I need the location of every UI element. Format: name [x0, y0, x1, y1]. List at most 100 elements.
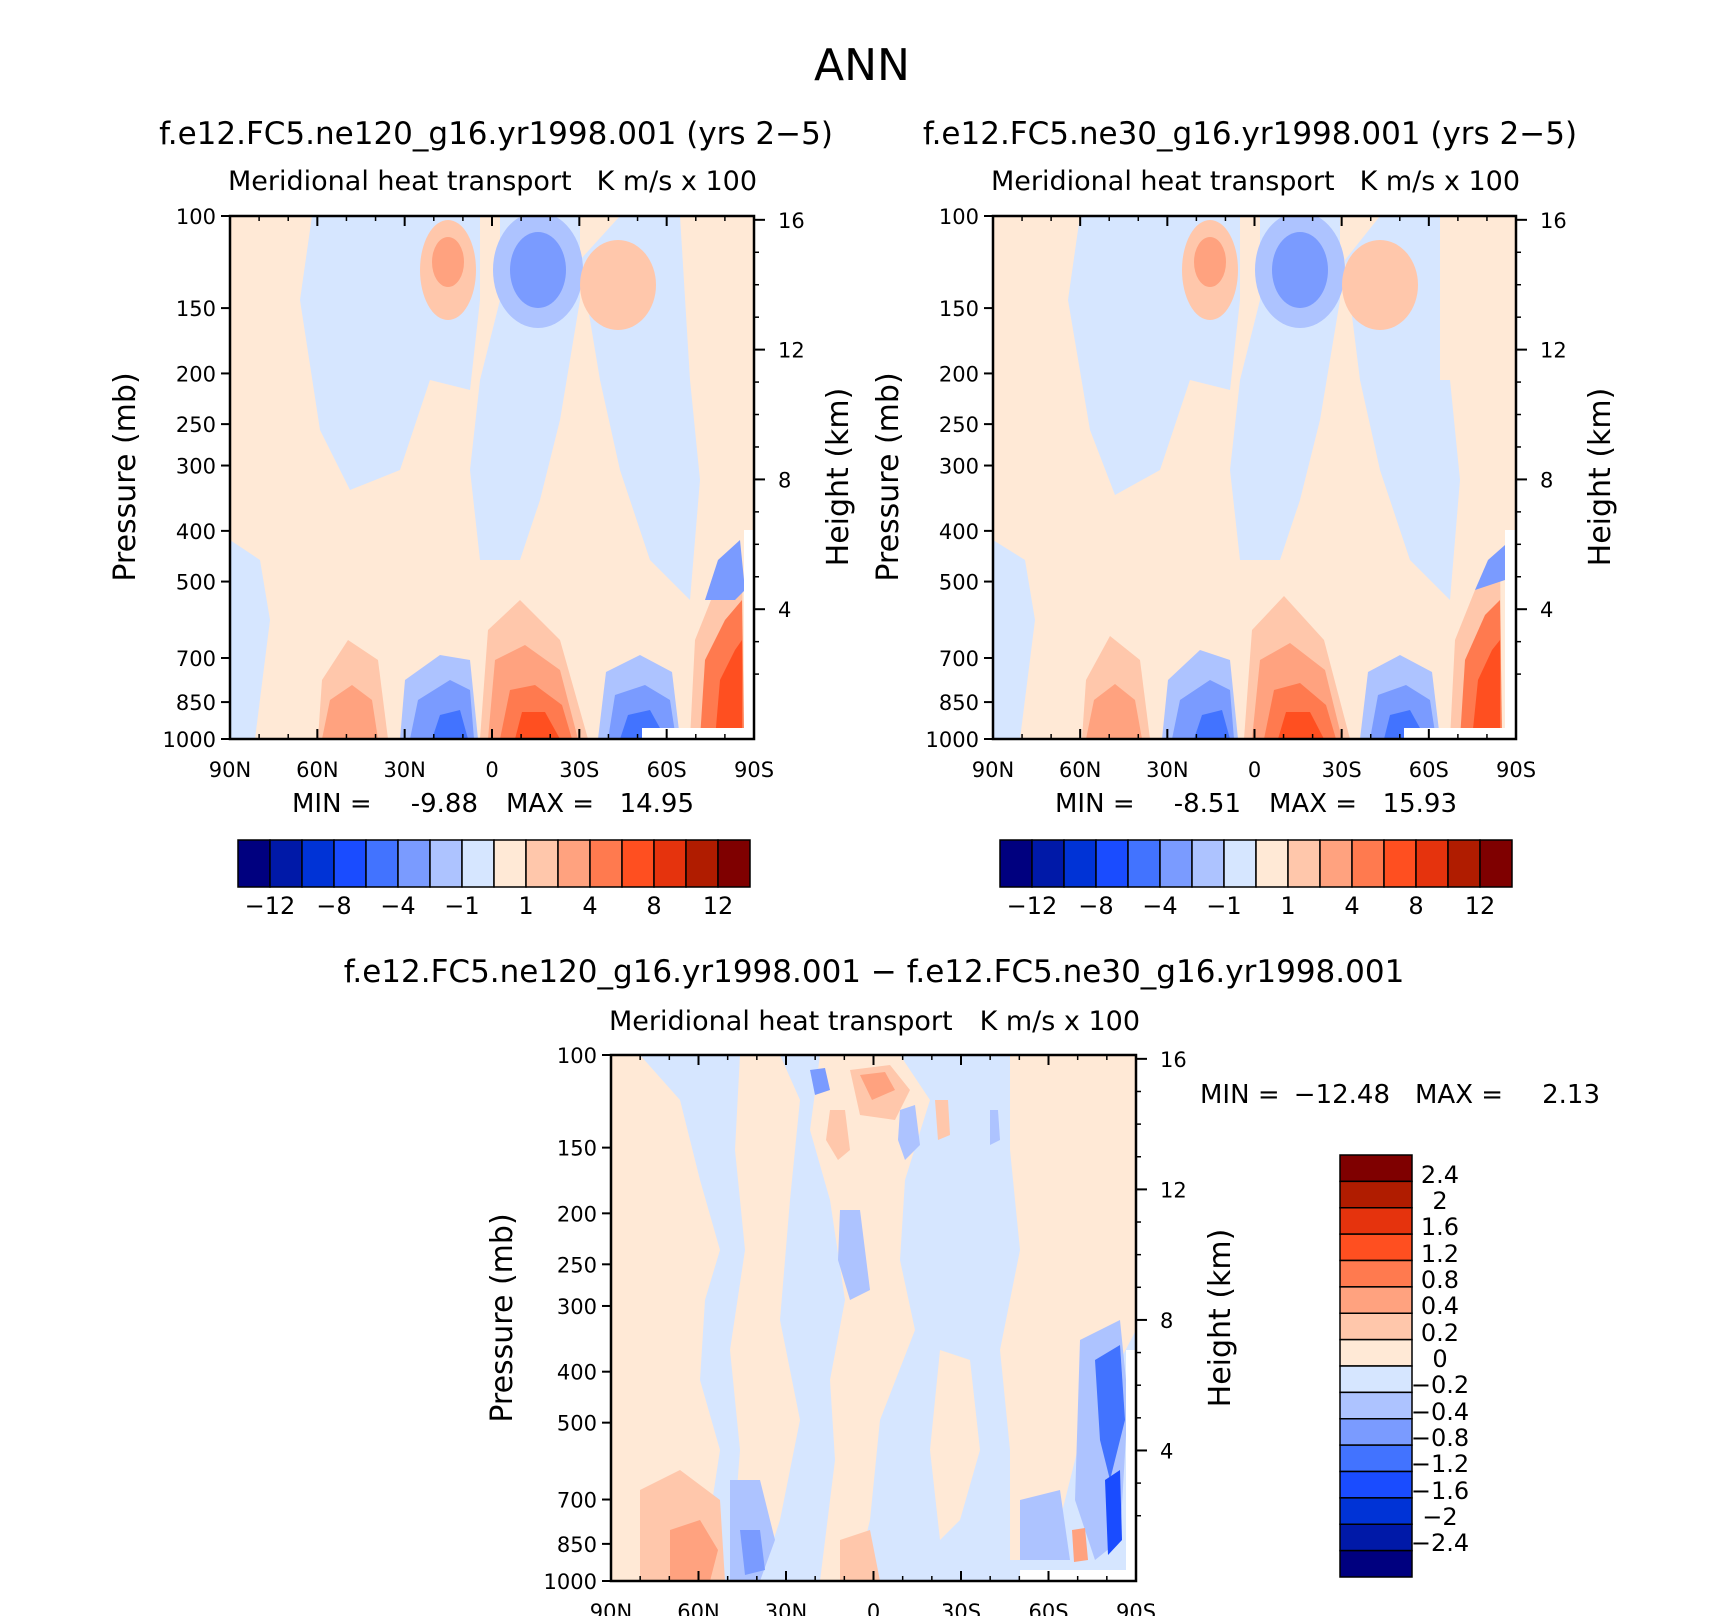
y-axis-label-right: Height (km)	[1203, 1229, 1238, 1408]
colorbar-label: −1.6	[1411, 1477, 1469, 1505]
x-tick-label: 0	[485, 758, 498, 782]
colorbar-label: 4	[582, 892, 597, 920]
colorbar-label: 1.2	[1421, 1240, 1459, 1268]
x-tick-label: 30N	[383, 758, 425, 782]
panel-subtitle-left: Meridional heat transport	[228, 166, 572, 197]
y-tick-label: 400	[176, 520, 216, 544]
height-tick-label: 4	[1540, 598, 1553, 622]
colorbar-swatch	[1255, 839, 1289, 888]
missing-region	[1020, 1570, 1136, 1581]
height-tick-label: 12	[1540, 339, 1567, 363]
missing-region	[1505, 530, 1516, 739]
contour-fill	[1472, 640, 1500, 739]
colorbar-swatch	[493, 839, 527, 888]
y-tick-label: 200	[557, 1202, 597, 1226]
x-tick-label: 60N	[296, 758, 338, 782]
max-label: MAX =	[1269, 789, 1357, 819]
axis-ticks: 100 150 200 250 300 400 500 700 850 1000 16 12 8 4 90N…	[926, 205, 1567, 782]
colorbar-swatch	[1339, 1286, 1413, 1314]
x-tick-label: 90S	[734, 758, 774, 782]
contour-fill	[1095, 1345, 1125, 1480]
max-label: MAX =	[506, 789, 594, 819]
colorbar-swatch	[397, 839, 431, 888]
y-tick-label: 150	[176, 297, 216, 321]
y-tick-label: 200	[939, 362, 979, 386]
contour-fill	[600, 380, 700, 600]
x-tick-label: 30N	[765, 1600, 807, 1616]
contour-fill	[1105, 1470, 1122, 1555]
colorbar-label: 12	[1465, 892, 1496, 920]
x-tick-label: 60S	[647, 758, 687, 782]
max-label: MAX =	[1415, 1080, 1503, 1110]
colorbar-label: −1.2	[1411, 1450, 1469, 1478]
y-tick-label: 150	[939, 297, 979, 321]
colorbar-swatch	[1063, 839, 1097, 888]
contour-fill	[230, 540, 270, 739]
contour-fill	[670, 1520, 718, 1581]
colorbar-swatch	[1415, 839, 1449, 888]
height-tick-label: 8	[778, 468, 791, 492]
colorbar-swatch	[1339, 1233, 1413, 1262]
colorbar-label: −0.4	[1411, 1398, 1469, 1426]
height-tick-label: 16	[778, 209, 805, 233]
y-tick-label: 100	[939, 205, 979, 229]
contour-fill	[810, 1068, 830, 1095]
contour-fill	[740, 1530, 765, 1575]
contour-fill	[1475, 545, 1505, 590]
contour-fill	[432, 710, 468, 739]
contour-fill	[1194, 237, 1226, 287]
colorbar-label: 4	[1344, 892, 1359, 920]
colorbar	[1339, 1154, 1413, 1578]
x-tick-label: 90S	[1116, 1600, 1156, 1616]
x-tick-label: 30N	[1146, 758, 1188, 782]
panel-subtitle-right: K m/s x 100	[1360, 166, 1520, 197]
colorbar-swatch	[1339, 1523, 1413, 1552]
y-tick-label: 200	[176, 362, 216, 386]
colorbar-label: 1.6	[1421, 1213, 1459, 1241]
panel-ne120: f.e12.FC5.ne120_g16.yr1998.001 (yrs 2−5)…	[108, 116, 856, 920]
missing-region	[1126, 1350, 1136, 1581]
contour-fill	[990, 1110, 1000, 1145]
y-axis-label-left: Pressure (mb)	[485, 1213, 520, 1422]
y-tick-label: 700	[557, 1489, 597, 1513]
x-tick-label: 90N	[209, 758, 251, 782]
contour-fill	[515, 712, 560, 739]
min-label: MIN =	[292, 789, 372, 819]
height-tick-label: 4	[778, 598, 791, 622]
panel-title: f.e12.FC5.ne30_g16.yr1998.001 (yrs 2−5)	[923, 116, 1577, 152]
y-tick-label: 250	[557, 1253, 597, 1277]
panel-title: f.e12.FC5.ne120_g16.yr1998.001 (yrs 2−5)	[159, 116, 833, 152]
height-tick-label: 12	[1160, 1178, 1187, 1202]
missing-region	[1404, 728, 1516, 739]
contour-fill	[705, 540, 745, 600]
colorbar-labels: −12 −8 −4 −1 1 4 8 12	[245, 892, 734, 920]
colorbar-swatch	[1287, 839, 1321, 888]
colorbar-swatch	[1339, 1259, 1413, 1288]
height-tick-label: 4	[1160, 1439, 1173, 1463]
colorbar-swatch	[1447, 839, 1481, 888]
colorbar-swatch	[1191, 839, 1225, 888]
colorbar-label: −12	[245, 892, 296, 920]
colorbar-swatch	[1339, 1154, 1413, 1183]
contour-fill	[1360, 380, 1460, 600]
colorbar-swatch	[461, 839, 495, 888]
x-tick-label: 90N	[972, 758, 1014, 782]
min-value: −12.48	[1294, 1080, 1390, 1110]
axis-ticks: 100 150 200 250 300 400 500 700 850 1000 16 12 8 4 90N…	[544, 1044, 1187, 1616]
panel-difference: f.e12.FC5.ne120_g16.yr1998.001 − f.e12.F…	[344, 954, 1600, 1616]
colorbar-swatch	[301, 839, 335, 888]
x-tick-label: 90S	[1496, 758, 1536, 782]
plot-area	[230, 216, 754, 739]
contour-fill	[810, 1055, 930, 1581]
y-tick-label: 700	[939, 647, 979, 671]
colorbar-swatch	[1339, 1497, 1413, 1525]
colorbar-swatch	[1339, 1312, 1413, 1341]
colorbar-label: −8	[1078, 892, 1113, 920]
colorbar-swatch	[1339, 1365, 1413, 1394]
contour-fill	[1086, 684, 1142, 739]
contour-fill	[1000, 1055, 1136, 1560]
y-axis-label-right: Height (km)	[821, 388, 856, 567]
colorbar-labels: −12 −8 −4 −1 1 4 8 12	[1007, 892, 1496, 920]
y-tick-label: 100	[557, 1044, 597, 1068]
max-value: 14.95	[620, 789, 694, 819]
